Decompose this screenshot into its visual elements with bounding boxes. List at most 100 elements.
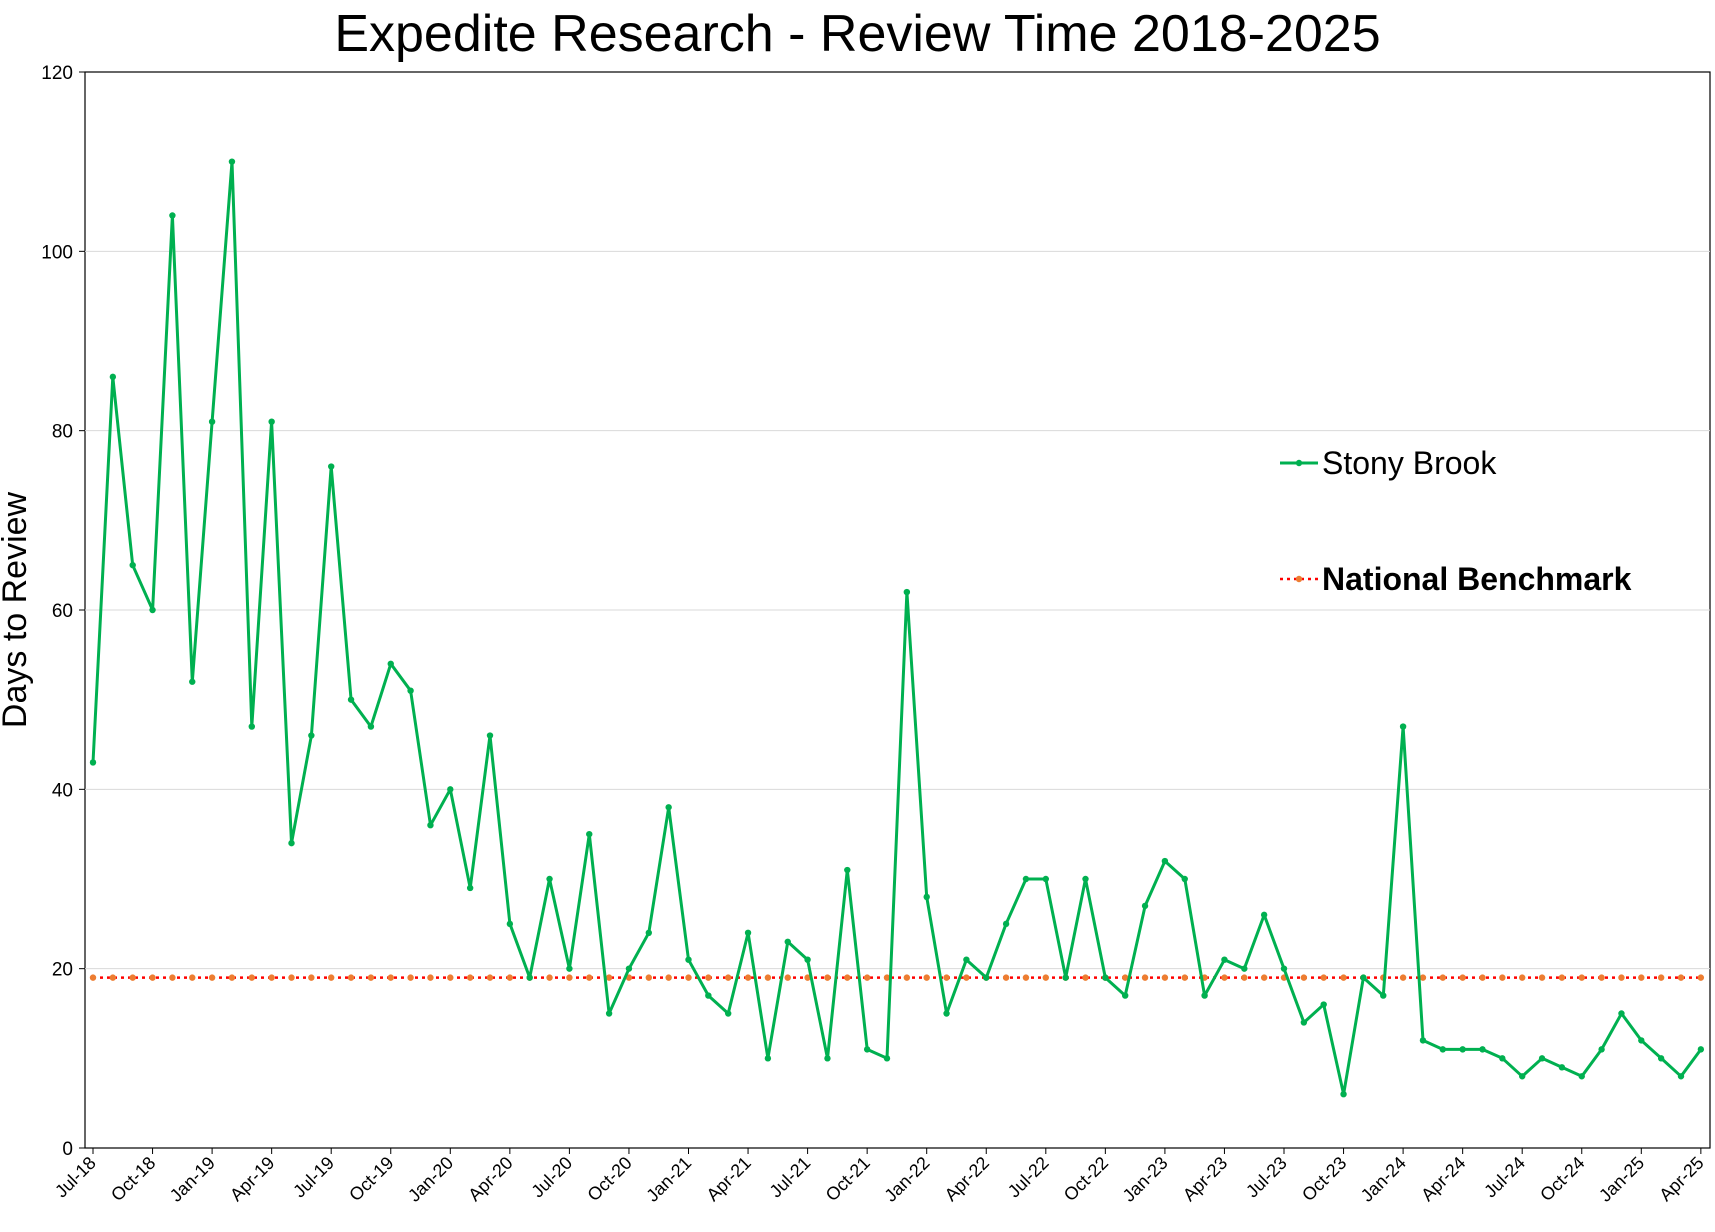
benchmark-point (129, 974, 136, 981)
benchmark-point (1221, 974, 1228, 981)
stony-brook-point (1459, 1046, 1466, 1053)
benchmark-point (1399, 974, 1407, 981)
benchmark-point (1320, 974, 1327, 981)
benchmark-point (844, 974, 851, 981)
y-axis-label: Days to Review (0, 491, 34, 728)
legend-marker-national-benchmark (1295, 575, 1303, 583)
benchmark-point (288, 974, 295, 981)
stony-brook-point (1260, 911, 1268, 919)
stony-brook-point (328, 463, 335, 470)
stony-brook-point (1638, 1037, 1645, 1044)
benchmark-point (1260, 974, 1268, 981)
series-line-stony-brook (91, 160, 1703, 1096)
stony-brook-point (1181, 875, 1188, 883)
benchmark-point (89, 974, 97, 981)
benchmark-point (1618, 974, 1625, 981)
legend-label-stony-brook: Stony Brook (1322, 445, 1497, 481)
y-tick-label: 40 (52, 780, 73, 801)
stony-brook-point (526, 974, 533, 981)
benchmark-point (1419, 974, 1427, 981)
benchmark-point (407, 974, 414, 981)
stony-brook-point (645, 929, 652, 936)
stony-brook-point (883, 1055, 891, 1062)
stony-brook-point (1300, 1019, 1308, 1026)
benchmark-point (228, 974, 236, 981)
benchmark-point (1638, 974, 1645, 981)
benchmark-point (308, 974, 315, 981)
benchmark-point (685, 974, 692, 981)
benchmark-point (804, 974, 811, 981)
stony-brook-point (109, 373, 117, 381)
stony-brook-point (1082, 875, 1089, 883)
benchmark-point (1519, 974, 1526, 981)
stony-brook-point (784, 938, 791, 945)
benchmark-point (189, 974, 196, 981)
benchmark-point (248, 974, 255, 981)
stony-brook-point (1161, 857, 1169, 865)
stony-brook-point (1221, 956, 1228, 963)
x-tick-label: Apr-22 (941, 1153, 993, 1205)
x-tick-label: Apr-25 (1655, 1153, 1707, 1205)
stony-brook-point (169, 212, 176, 219)
stony-brook-point (129, 561, 136, 569)
stony-brook-point (1558, 1064, 1566, 1071)
x-tick-label: Jul-20 (527, 1153, 576, 1202)
benchmark-point (963, 974, 970, 981)
stony-brook-point (744, 929, 752, 936)
benchmark-point (109, 974, 117, 981)
stony-brook-point (1340, 1091, 1347, 1098)
stony-brook-point (1360, 974, 1367, 981)
benchmark-point (645, 974, 652, 981)
x-tick-label: Jul-19 (289, 1153, 338, 1202)
stony-brook-point (1598, 1046, 1605, 1053)
x-tick-label: Jan-20 (404, 1153, 457, 1206)
stony-brook-point (1618, 1010, 1625, 1017)
x-tick-label: Jul-22 (1004, 1153, 1053, 1202)
stony-brook-point (228, 158, 236, 165)
stony-brook-point (1538, 1055, 1546, 1062)
stony-brook-point (268, 418, 275, 425)
x-tick-label: Jul-23 (1242, 1153, 1291, 1202)
x-tick-label: Jan-22 (880, 1153, 933, 1206)
x-tick-label: Apr-20 (464, 1153, 516, 1205)
stony-brook-point (1122, 992, 1129, 999)
benchmark-point (1578, 974, 1585, 981)
stony-brook-point (308, 732, 315, 739)
benchmark-point (725, 974, 732, 981)
x-tick-label: Apr-19 (226, 1153, 278, 1205)
stony-brook-point (1439, 1046, 1447, 1053)
benchmark-point (566, 974, 573, 981)
y-tick-label: 100 (41, 242, 73, 263)
stony-brook-point (1657, 1055, 1665, 1062)
legend-label-national-benchmark: National Benchmark (1322, 561, 1632, 597)
x-tick-label: Apr-24 (1417, 1153, 1469, 1205)
stony-brook-point (447, 786, 454, 793)
stony-brook-point (963, 956, 970, 963)
benchmark-point (427, 974, 434, 981)
benchmark-point (784, 974, 791, 981)
benchmark-point (863, 974, 871, 981)
benchmark-point (1697, 974, 1705, 981)
benchmark-point (506, 974, 514, 981)
stony-brook-point (546, 875, 553, 883)
legend-marker-stony-brook (1295, 459, 1303, 467)
benchmark-point (1181, 974, 1188, 981)
benchmark-point (824, 974, 831, 981)
y-tick-label: 20 (52, 960, 73, 981)
benchmark-point (665, 974, 672, 981)
benchmark-point (486, 974, 494, 981)
benchmark-point (1499, 974, 1506, 981)
stony-brook-point (1241, 965, 1248, 972)
benchmark-point (169, 974, 176, 981)
benchmark-point (923, 974, 930, 981)
benchmark-point (1122, 974, 1129, 981)
benchmark-point (1538, 974, 1546, 981)
benchmark-point (943, 974, 950, 981)
stony-brook-point (923, 893, 930, 901)
stony-brook-point (506, 920, 514, 928)
stony-brook-point (1022, 875, 1030, 883)
stony-brook-point (288, 839, 295, 847)
x-tick-label: Oct-23 (1298, 1153, 1350, 1205)
